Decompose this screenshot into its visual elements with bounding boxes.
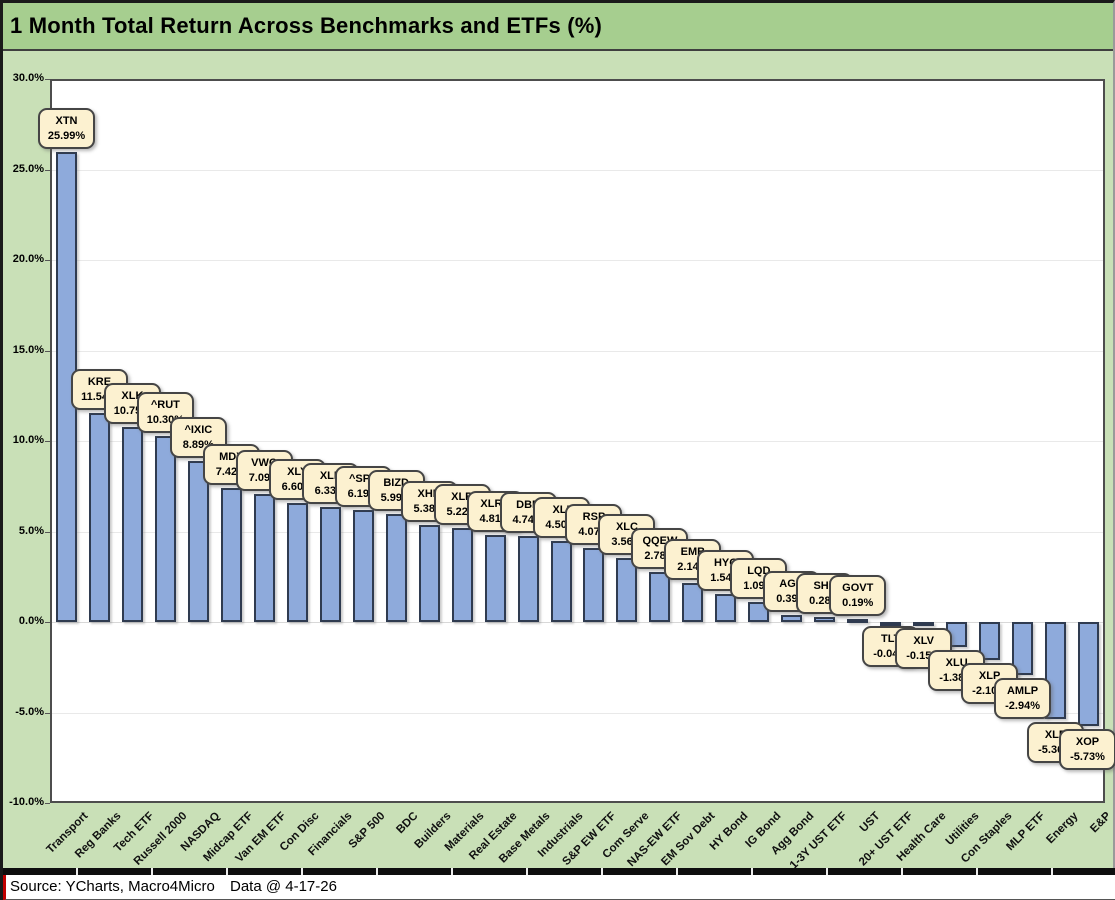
data-label-value: 25.99% bbox=[47, 129, 86, 142]
y-axis-tick bbox=[45, 712, 50, 714]
bar-kre bbox=[88, 413, 110, 622]
bottom-segmented-border bbox=[3, 868, 1115, 875]
bar-vwo bbox=[253, 494, 275, 622]
y-axis-tick bbox=[45, 622, 50, 623]
bar-xly bbox=[286, 503, 308, 622]
chart-title: 1 Month Total Return Across Benchmarks a… bbox=[10, 13, 603, 38]
y-axis-tick bbox=[45, 441, 50, 442]
y-axis-tick-label: 25.0% bbox=[12, 162, 44, 175]
bar-xli bbox=[550, 541, 572, 622]
bar-govt bbox=[847, 619, 869, 623]
y-axis-tick bbox=[45, 350, 50, 352]
bar-rsp bbox=[583, 548, 605, 622]
data-label-ticker: XOP bbox=[1075, 735, 1100, 748]
y-axis-tick bbox=[45, 79, 50, 80]
y-axis-tick bbox=[45, 169, 50, 171]
data-label-value: -2.94% bbox=[1005, 700, 1040, 713]
y-axis-tick-label: 0.0% bbox=[18, 615, 44, 627]
bar-xlp bbox=[979, 622, 1001, 660]
bar-qqew bbox=[649, 572, 671, 622]
y-axis-tick-label: 15.0% bbox=[12, 343, 44, 356]
bar-xlb bbox=[451, 528, 473, 622]
x-axis-category-label-ust: UST bbox=[857, 810, 883, 835]
x-axis-category-label-energy: Energy bbox=[1043, 810, 1081, 847]
data-label-xop: XOP -5.73% bbox=[1059, 728, 1115, 770]
bar-ixic bbox=[187, 461, 209, 622]
y-axis-tick-label: -5.0% bbox=[15, 705, 44, 718]
data-label-ticker: ^IXIC bbox=[184, 424, 213, 437]
source-label: Source: YCharts, Macro4Micro bbox=[10, 878, 215, 895]
bar-amlp bbox=[1012, 622, 1034, 675]
gridline bbox=[52, 169, 1103, 171]
data-label-xtn: XTN 25.99% bbox=[37, 107, 95, 149]
data-label-ticker: XTN bbox=[55, 114, 78, 127]
bar-xlre bbox=[484, 535, 506, 622]
gridline bbox=[52, 260, 1103, 261]
bar-hyg bbox=[715, 594, 737, 622]
data-label-xlc: XLC 3.56% bbox=[598, 513, 656, 555]
data-label-ticker: GOVT bbox=[842, 581, 874, 594]
bar-rut bbox=[154, 436, 176, 622]
footer-row: Source: YCharts, Macro4Micro Data @ 4-17… bbox=[3, 875, 1115, 900]
y-axis-tick bbox=[45, 531, 50, 533]
gridline bbox=[52, 350, 1103, 352]
data-label-ticker: XLP bbox=[978, 670, 1001, 682]
data-label-ticker: XLV bbox=[913, 634, 934, 647]
bar-tlt bbox=[880, 622, 902, 626]
data-label-rut: ^RUT 10.30% bbox=[136, 391, 194, 433]
bar-emb bbox=[682, 583, 704, 622]
x-axis-category-label-bdc: BDC bbox=[394, 810, 421, 837]
bar-bizd bbox=[385, 514, 407, 622]
bar-agg bbox=[781, 615, 803, 622]
x-axis-category-label-eandp: E&P bbox=[1087, 810, 1114, 836]
bar-shy bbox=[814, 617, 836, 622]
y-axis-tick bbox=[45, 803, 50, 804]
data-date-label: Data @ 4-17-26 bbox=[230, 878, 337, 895]
bar-xlk bbox=[121, 427, 143, 622]
gridline bbox=[52, 441, 1103, 442]
y-axis-tick-label: 30.0% bbox=[12, 72, 44, 84]
data-label-ticker: XLC bbox=[615, 520, 638, 533]
y-axis-tick bbox=[45, 260, 50, 261]
y-axis-tick-label: 20.0% bbox=[12, 253, 44, 265]
gridline bbox=[52, 712, 1103, 714]
data-label-ticker: ^RUT bbox=[150, 398, 180, 411]
bar-xlf bbox=[319, 507, 341, 622]
bar-xlc bbox=[616, 558, 638, 622]
y-axis-tick-label: 5.0% bbox=[18, 524, 44, 537]
bar-xop bbox=[1078, 622, 1100, 726]
data-label-govt: GOVT 0.19% bbox=[829, 574, 887, 616]
data-label-amlp: AMLP -2.94% bbox=[994, 678, 1052, 720]
chart-title-bar: 1 Month Total Return Across Benchmarks a… bbox=[3, 3, 1113, 51]
gridline bbox=[52, 622, 1103, 623]
data-label-ticker: AMLP bbox=[1006, 685, 1039, 698]
bar-xhb bbox=[418, 525, 440, 622]
data-label-value: 0.19% bbox=[842, 596, 874, 609]
bar-mdy bbox=[220, 488, 242, 622]
bar-spx bbox=[352, 510, 374, 622]
bar-dbb bbox=[517, 536, 539, 622]
bar-xlv bbox=[913, 622, 935, 626]
data-label-value: -5.73% bbox=[1070, 750, 1105, 763]
y-axis-tick-label: 10.0% bbox=[12, 434, 44, 446]
data-label-ticker: XLI bbox=[552, 503, 570, 516]
y-axis-tick-label: -10.0% bbox=[9, 796, 44, 808]
